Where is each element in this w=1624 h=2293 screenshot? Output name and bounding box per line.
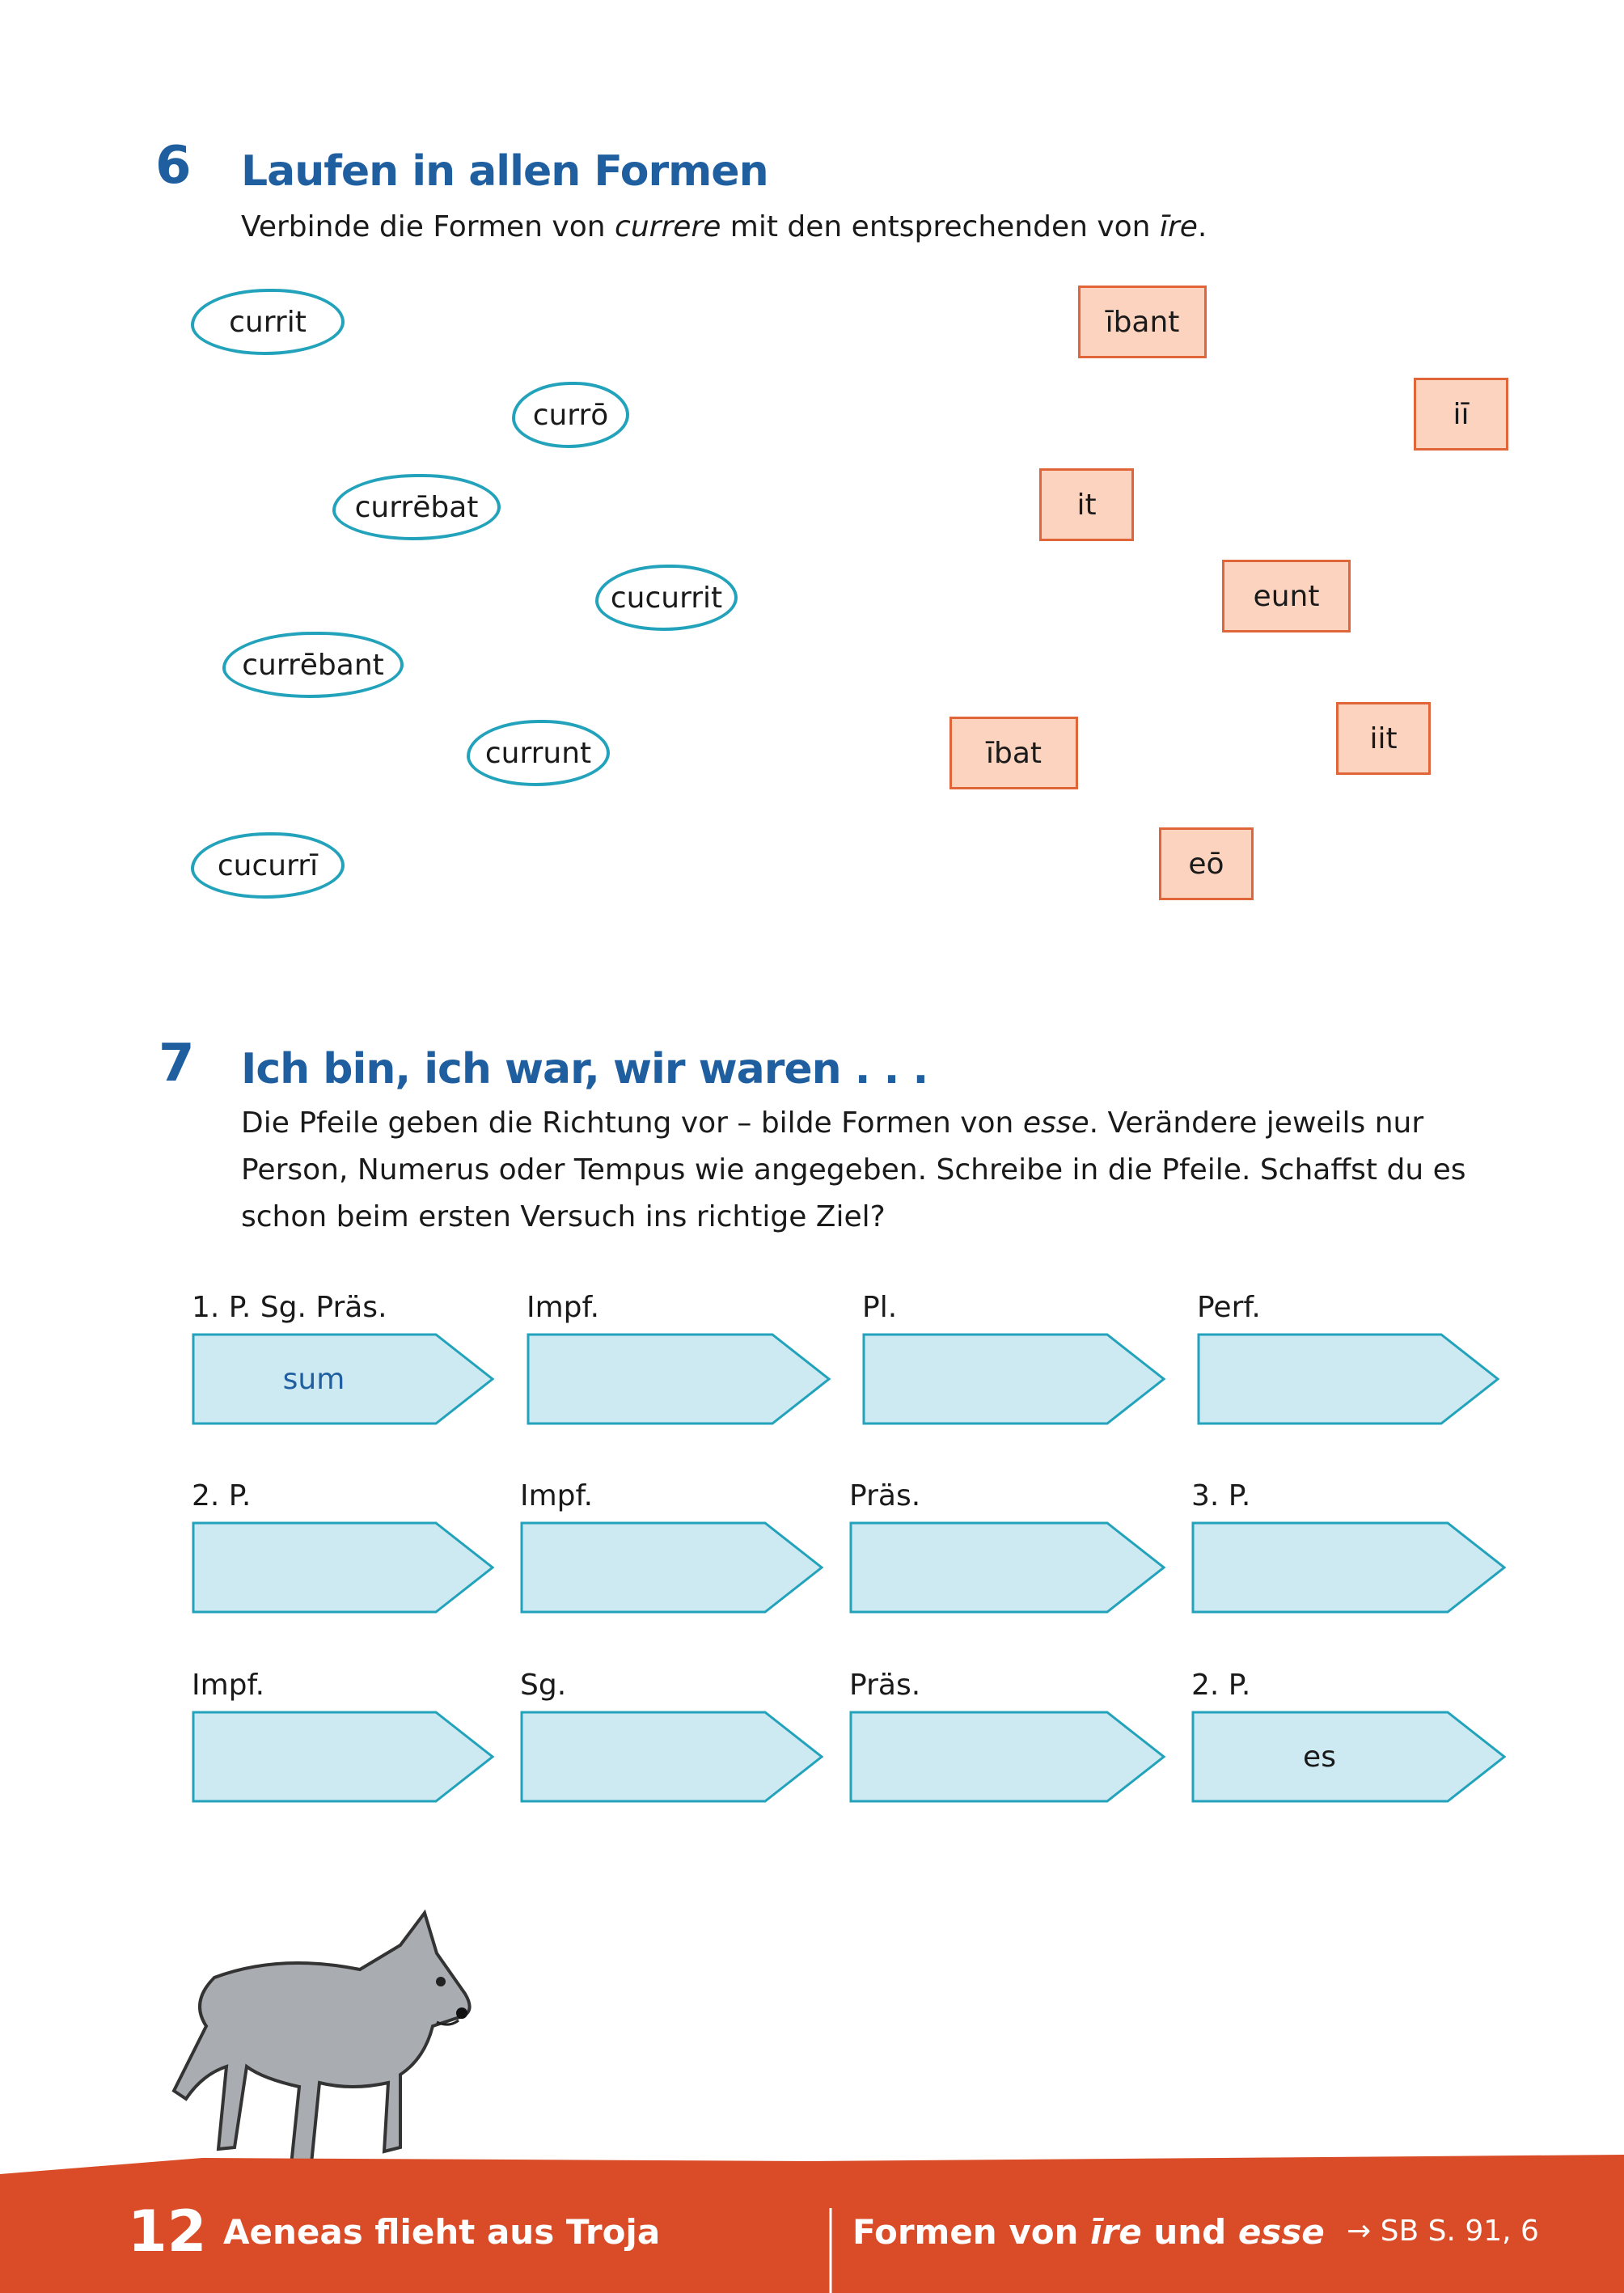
arrow-answer <box>527 1333 772 1425</box>
arrow-label: 1. P. Sg. Präs. <box>192 1291 387 1324</box>
instr-text: . Verändere jeweils nur Person, Numerus … <box>241 1106 1466 1233</box>
arrow-answer <box>862 1333 1107 1425</box>
arrow-label: Perf. <box>1197 1291 1261 1324</box>
instr-text: Die Pfeile geben die Richtung vor – bild… <box>241 1106 1023 1140</box>
exercise-7-number: 7 <box>159 1034 195 1094</box>
arrow-answer <box>192 1711 436 1803</box>
footer-band <box>0 2155 1624 2293</box>
arrow-shape <box>520 1521 823 1614</box>
answer-arrow[interactable] <box>527 1333 831 1425</box>
answer-arrow[interactable] <box>520 1521 823 1614</box>
arrow-answer <box>192 1521 436 1614</box>
answer-arrow[interactable] <box>862 1333 1165 1425</box>
arrow-shape <box>520 1711 823 1803</box>
arrow-shape <box>192 1521 494 1614</box>
arrow-label: Impf. <box>527 1291 600 1324</box>
answer-arrow[interactable] <box>192 1711 494 1803</box>
exercise-7-title: Ich bin, ich war, wir waren . . . <box>241 1045 928 1094</box>
arrow-label: 2. P. <box>1191 1669 1251 1702</box>
arrow-label: Pl. <box>862 1291 898 1324</box>
textbook-reference[interactable]: → SB S. 91, 6 <box>1347 2215 1539 2248</box>
arrow-shape <box>527 1333 831 1425</box>
arrow-label: Sg. <box>520 1669 567 1702</box>
ire-form[interactable]: eunt <box>1222 560 1351 632</box>
ire-form[interactable]: ībat <box>949 717 1078 789</box>
chapter-title: Aeneas flieht aus Troja <box>223 2212 661 2252</box>
ire-form[interactable]: ībant <box>1078 286 1207 358</box>
arrow-label: Präs. <box>849 1669 921 1702</box>
arrow-shape <box>1191 1711 1506 1803</box>
answer-arrow[interactable] <box>520 1711 823 1803</box>
arrow-shape <box>1191 1521 1506 1614</box>
arrow-answer <box>1197 1333 1441 1425</box>
arrow-answer <box>520 1521 765 1614</box>
instr-text: . <box>1197 210 1207 243</box>
exercise-6-instruction: Verbinde die Formen von currere mit den … <box>241 204 1207 251</box>
currere-form[interactable]: cucurrī <box>191 832 345 899</box>
arrow-answer <box>849 1521 1107 1614</box>
instr-verb: īre <box>1159 210 1198 243</box>
ire-form[interactable]: it <box>1039 468 1134 541</box>
currere-form[interactable]: currēbat <box>332 474 501 540</box>
arrow-label: Impf. <box>520 1479 594 1512</box>
answer-arrow[interactable] <box>849 1521 1165 1614</box>
currere-form[interactable]: currō <box>512 382 629 448</box>
topic-text: Formen von <box>852 2212 1091 2252</box>
arrow-label: Impf. <box>192 1669 265 1702</box>
ire-form[interactable]: eō <box>1159 827 1254 900</box>
arrow-shape <box>849 1521 1165 1614</box>
currere-form[interactable]: cucurrit <box>595 565 738 631</box>
answer-arrow[interactable]: es <box>1191 1711 1506 1803</box>
answer-arrow[interactable]: sum <box>192 1333 494 1425</box>
instr-verb: esse <box>1022 1106 1089 1140</box>
instr-verb: currere <box>615 210 721 243</box>
topic-text: und <box>1141 2212 1238 2252</box>
exercise-6-title: Laufen in allen Formen <box>241 147 769 196</box>
instr-text: mit den entsprechenden von <box>721 210 1160 243</box>
arrow-label: 3. P. <box>1191 1479 1251 1512</box>
answer-arrow[interactable] <box>1197 1333 1499 1425</box>
ire-form[interactable]: iit <box>1336 702 1431 775</box>
arrow-answer <box>849 1711 1107 1803</box>
arrow-answer <box>1191 1521 1448 1614</box>
arrow-answer <box>520 1711 765 1803</box>
exercise-7-instruction: Die Pfeile geben die Richtung vor – bild… <box>241 1100 1519 1241</box>
arrow-shape <box>192 1333 494 1425</box>
arrow-answer: es <box>1303 1740 1336 1774</box>
arrow-label: Präs. <box>849 1479 921 1512</box>
answer-arrow[interactable] <box>192 1521 494 1614</box>
topic-verb: esse <box>1237 2212 1325 2252</box>
answer-arrow[interactable] <box>1191 1521 1506 1614</box>
exercise-6-number: 6 <box>155 136 192 196</box>
instr-text: Verbinde die Formen von <box>241 210 615 243</box>
arrow-label: 2. P. <box>192 1479 252 1512</box>
arrow-shape <box>1197 1333 1499 1425</box>
wolf-illustration <box>171 1909 472 2168</box>
arrow-shape <box>862 1333 1165 1425</box>
page-number: 12 <box>128 2198 207 2265</box>
currere-form[interactable]: currunt <box>467 720 610 786</box>
currere-form[interactable]: currēbant <box>222 632 404 698</box>
arrow-answer: sum <box>282 1362 345 1396</box>
topic-verb: īre <box>1090 2212 1142 2252</box>
currere-form[interactable]: currit <box>191 289 345 355</box>
topic-title: Formen von īre und esse <box>852 2212 1325 2252</box>
answer-arrow[interactable] <box>849 1711 1165 1803</box>
arrow-shape <box>192 1711 494 1803</box>
arrow-shape <box>849 1711 1165 1803</box>
ire-form[interactable]: iī <box>1414 378 1508 451</box>
